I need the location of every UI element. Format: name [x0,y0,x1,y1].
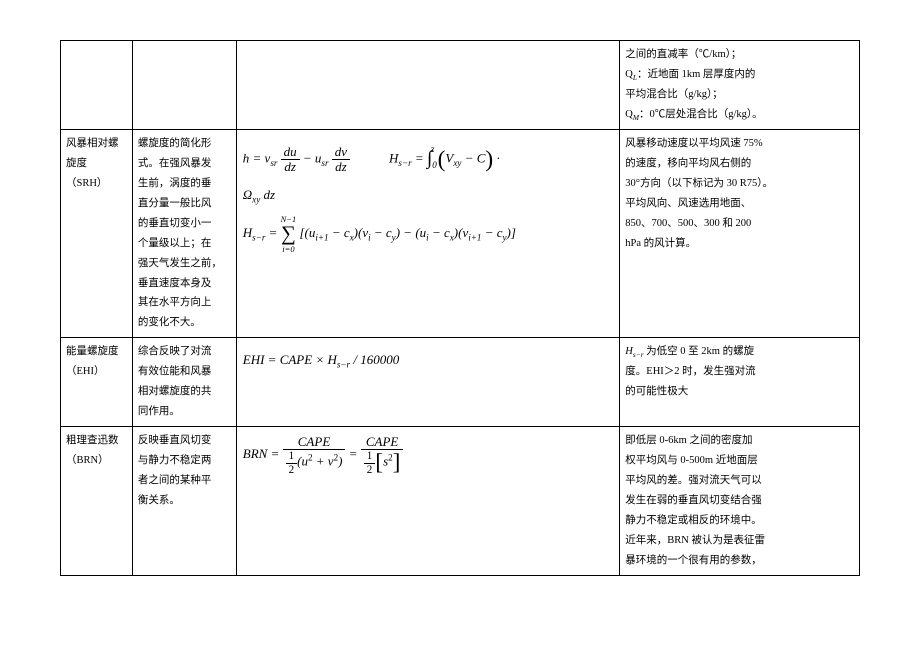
text: 风暴相对螺 [66,134,127,154]
text: 衡关系。 [138,491,231,511]
formula: BRN = CAPE 12(u2 + v2) = CAPE 12[s2] [243,446,404,461]
text: 暴环境的一个很有用的参数， [625,551,854,571]
cell-name [61,41,133,130]
text: 平均混合比（g/kg）； [625,85,854,105]
cell-desc [132,41,236,130]
cell-notes: Hs−r 为低空 0 至 2km 的螺旋 度。EHI＞2 时，发生强对流 的可能… [620,338,860,427]
text: 同作用。 [138,402,231,422]
cell-notes: 即低层 0-6km 之间的密度加 权平均风与 0-500m 近地面层 平均风的差… [620,427,860,576]
text: （BRN） [66,451,127,471]
text: 平均风的差。强对流天气可以 [625,471,854,491]
text: 的速度，移向平均风右侧的 [625,154,854,174]
text: （EHI） [66,362,127,382]
text: 之间的直减率（℃/km）； [625,45,854,65]
text: 直分量一般比风 [138,194,231,214]
text: 生前，涡度的垂 [138,174,231,194]
table-row: 风暴相对螺 旋度 （SRH） 螺旋度的简化形 式。在强风暴发 生前，涡度的垂 直… [61,129,860,337]
formula: EHI = CAPE × Hs−r / 160000 [243,352,399,367]
text: 垂直速度本身及 [138,274,231,294]
cell-notes: 之间的直减率（℃/km）； QL：近地面 1km 层厚度内的 平均混合比（g/k… [620,41,860,130]
text: 强天气发生之前， [138,254,231,274]
table-row: 之间的直减率（℃/km）； QL：近地面 1km 层厚度内的 平均混合比（g/k… [61,41,860,130]
formula-line: Hs−r = N−1∑i=0 [(ui+1 − cx)(vi − cy) − (… [243,215,614,253]
text: hPa 的风计算。 [625,234,854,254]
text: 风暴移动速度以平均风速 75% [625,134,854,154]
text: 能量螺旋度 [66,342,127,362]
text: 与静力不稳定两 [138,451,231,471]
text: 的可能性极大 [625,382,854,402]
text: 近年来，BRN 被认为是表征雷 [625,531,854,551]
cell-formula [236,41,620,130]
cell-formula: h = vsr dudz − usr dvdz Hs−r = ∫0z (Vxy … [236,129,620,337]
text: 的垂直切变小一 [138,214,231,234]
text: 度。EHI＞2 时，发生强对流 [625,362,854,382]
text: （SRH） [66,174,127,194]
text: 个量级以上；在 [138,234,231,254]
text: 旋度 [66,154,127,174]
text: 者之间的某种平 [138,471,231,491]
text: 反映垂直风切变 [138,431,231,451]
text: 权平均风与 0-500m 近地面层 [625,451,854,471]
formula-line: Ωxy dz [243,181,614,210]
text: 即低层 0-6km 之间的密度加 [625,431,854,451]
cell-desc: 反映垂直风切变 与静力不稳定两 者之间的某种平 衡关系。 [132,427,236,576]
formula-line: h = vsr dudz − usr dvdz Hs−r = ∫0z (Vxy … [243,138,614,181]
text: 粗理查迅数 [66,431,127,451]
text: 的变化不大。 [138,313,231,333]
cell-notes: 风暴移动速度以平均风速 75% 的速度，移向平均风右侧的 30°方向（以下标记为… [620,129,860,337]
text: 相对螺旋度的共 [138,382,231,402]
text: 平均风向、风速选用地面、 [625,194,854,214]
text: 有效位能和风暴 [138,362,231,382]
text: Hs−r 为低空 0 至 2km 的螺旋 [625,342,854,362]
cell-formula: EHI = CAPE × Hs−r / 160000 [236,338,620,427]
cell-desc: 螺旋度的简化形 式。在强风暴发 生前，涡度的垂 直分量一般比风 的垂直切变小一 … [132,129,236,337]
text: 发生在弱的垂直风切变结合强 [625,491,854,511]
params-table: 之间的直减率（℃/km）； QL：近地面 1km 层厚度内的 平均混合比（g/k… [60,40,860,576]
text: 综合反映了对流 [138,342,231,362]
text: 式。在强风暴发 [138,154,231,174]
cell-name: 粗理查迅数 （BRN） [61,427,133,576]
text: 850、700、500、300 和 200 [625,214,854,234]
text: QM：0℃层处混合比（g/kg）。 [625,105,854,125]
cell-name: 能量螺旋度 （EHI） [61,338,133,427]
text: 其在水平方向上 [138,293,231,313]
text: 静力不稳定或相反的环境中。 [625,511,854,531]
cell-name: 风暴相对螺 旋度 （SRH） [61,129,133,337]
text: QL：近地面 1km 层厚度内的 [625,65,854,85]
cell-desc: 综合反映了对流 有效位能和风暴 相对螺旋度的共 同作用。 [132,338,236,427]
text: 螺旋度的简化形 [138,134,231,154]
table-row: 能量螺旋度 （EHI） 综合反映了对流 有效位能和风暴 相对螺旋度的共 同作用。… [61,338,860,427]
text: 30°方向（以下标记为 30 R75）。 [625,174,854,194]
cell-formula: BRN = CAPE 12(u2 + v2) = CAPE 12[s2] [236,427,620,576]
table-row: 粗理查迅数 （BRN） 反映垂直风切变 与静力不稳定两 者之间的某种平 衡关系。… [61,427,860,576]
